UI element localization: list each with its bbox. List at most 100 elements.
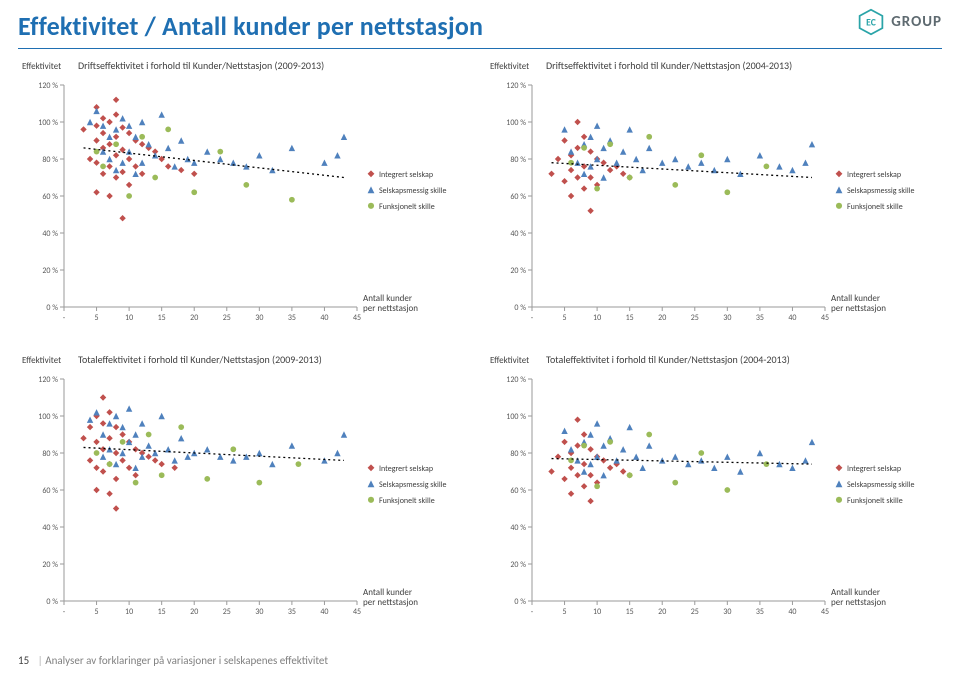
data-point <box>139 454 145 460</box>
data-point <box>113 126 119 132</box>
data-point <box>627 472 633 478</box>
data-point <box>581 468 587 474</box>
chart-bot-right: Totaleffektivitet i forhold til Kunder/N… <box>486 349 942 635</box>
chart-subtitle: Driftseffektivitet i forhold til Kunder/… <box>546 59 792 72</box>
x-tick: 20 <box>658 313 666 323</box>
data-point <box>581 145 587 151</box>
data-point <box>100 164 106 170</box>
data-point <box>113 111 119 117</box>
data-point <box>93 465 99 471</box>
data-point <box>139 420 145 426</box>
y-tick: 0 % <box>46 303 58 313</box>
data-point <box>289 442 295 448</box>
chart-subtitle: Totaleffektivitet i forhold til Kunder/N… <box>78 353 322 366</box>
legend-label: Selskapsmessig skille <box>847 480 915 490</box>
y-tick: 20 % <box>510 560 526 570</box>
x-tick: 35 <box>288 607 296 617</box>
data-point <box>93 108 99 114</box>
data-point <box>132 431 138 437</box>
y-tick: 120 % <box>38 375 58 385</box>
data-point <box>139 171 145 177</box>
data-point <box>607 439 613 445</box>
data-point <box>113 505 119 511</box>
data-point <box>230 446 236 452</box>
y-axis-label: Effektivitet <box>490 61 529 72</box>
data-point <box>106 193 112 199</box>
data-point <box>126 130 132 136</box>
legend-label: Selskapsmessig skille <box>847 186 915 196</box>
data-point <box>93 487 99 493</box>
chart-subtitle: Driftseffektivitet i forhold til Kunder/… <box>78 59 324 72</box>
x-tick: 45 <box>353 313 361 323</box>
data-point <box>561 126 567 132</box>
data-point <box>113 424 119 430</box>
x-tick: 5 <box>95 607 99 617</box>
data-point <box>581 171 587 177</box>
data-point <box>296 461 302 467</box>
data-point <box>120 439 126 445</box>
y-tick: 120 % <box>38 81 58 91</box>
data-point <box>581 443 587 449</box>
x-tick: 20 <box>658 607 666 617</box>
legend-label: Integrert selskap <box>847 464 901 474</box>
data-point <box>113 141 119 147</box>
data-point <box>789 167 795 173</box>
data-point <box>100 123 106 129</box>
legend-label: Integrert selskap <box>379 170 433 180</box>
data-point <box>672 182 678 188</box>
y-tick: 60 % <box>42 486 58 496</box>
y-tick: 20 % <box>42 266 58 276</box>
data-point <box>113 152 119 158</box>
data-point <box>113 476 119 482</box>
data-point <box>132 163 138 169</box>
data-point <box>574 160 580 166</box>
y-tick: 80 % <box>42 449 58 459</box>
data-point <box>724 156 730 162</box>
data-point <box>139 119 145 125</box>
footer-text: Analyser av forklaringer på variasjoner … <box>45 654 328 667</box>
data-point <box>600 174 606 180</box>
data-point <box>106 141 112 147</box>
data-point <box>581 461 587 467</box>
data-point <box>698 457 704 463</box>
y-tick: 20 % <box>510 266 526 276</box>
data-point <box>574 145 580 151</box>
data-point <box>289 197 295 203</box>
x-tick: - <box>63 313 66 323</box>
legend-marker <box>368 186 375 193</box>
legend-marker <box>836 480 843 487</box>
x-tick: 15 <box>626 313 634 323</box>
y-axis-label: Effektivitet <box>22 61 61 72</box>
x-tick: 30 <box>255 313 263 323</box>
data-point <box>230 457 236 463</box>
data-point <box>106 119 112 125</box>
x-tick: - <box>63 607 66 617</box>
data-point <box>633 156 639 162</box>
brand-logo: EC GROUP <box>857 8 942 36</box>
data-point <box>132 446 138 452</box>
data-point <box>269 461 275 467</box>
data-point <box>93 189 99 195</box>
legend-marker <box>836 186 843 193</box>
data-point <box>646 432 652 438</box>
data-point <box>178 424 184 430</box>
y-tick: 120 % <box>506 81 526 91</box>
data-point <box>568 160 574 166</box>
data-point <box>100 115 106 121</box>
data-point <box>100 420 106 426</box>
data-point <box>757 450 763 456</box>
data-point <box>204 476 210 482</box>
data-point <box>178 435 184 441</box>
data-point <box>594 186 600 192</box>
data-point <box>171 457 177 463</box>
x-tick: 15 <box>158 313 166 323</box>
data-point <box>165 145 171 151</box>
data-point <box>334 450 340 456</box>
data-point <box>217 149 223 155</box>
data-point <box>289 145 295 151</box>
data-point <box>106 491 112 497</box>
x-axis-label: per nettstasjon <box>363 303 418 314</box>
data-point <box>119 450 125 456</box>
data-point <box>158 461 164 467</box>
y-tick: 80 % <box>510 449 526 459</box>
